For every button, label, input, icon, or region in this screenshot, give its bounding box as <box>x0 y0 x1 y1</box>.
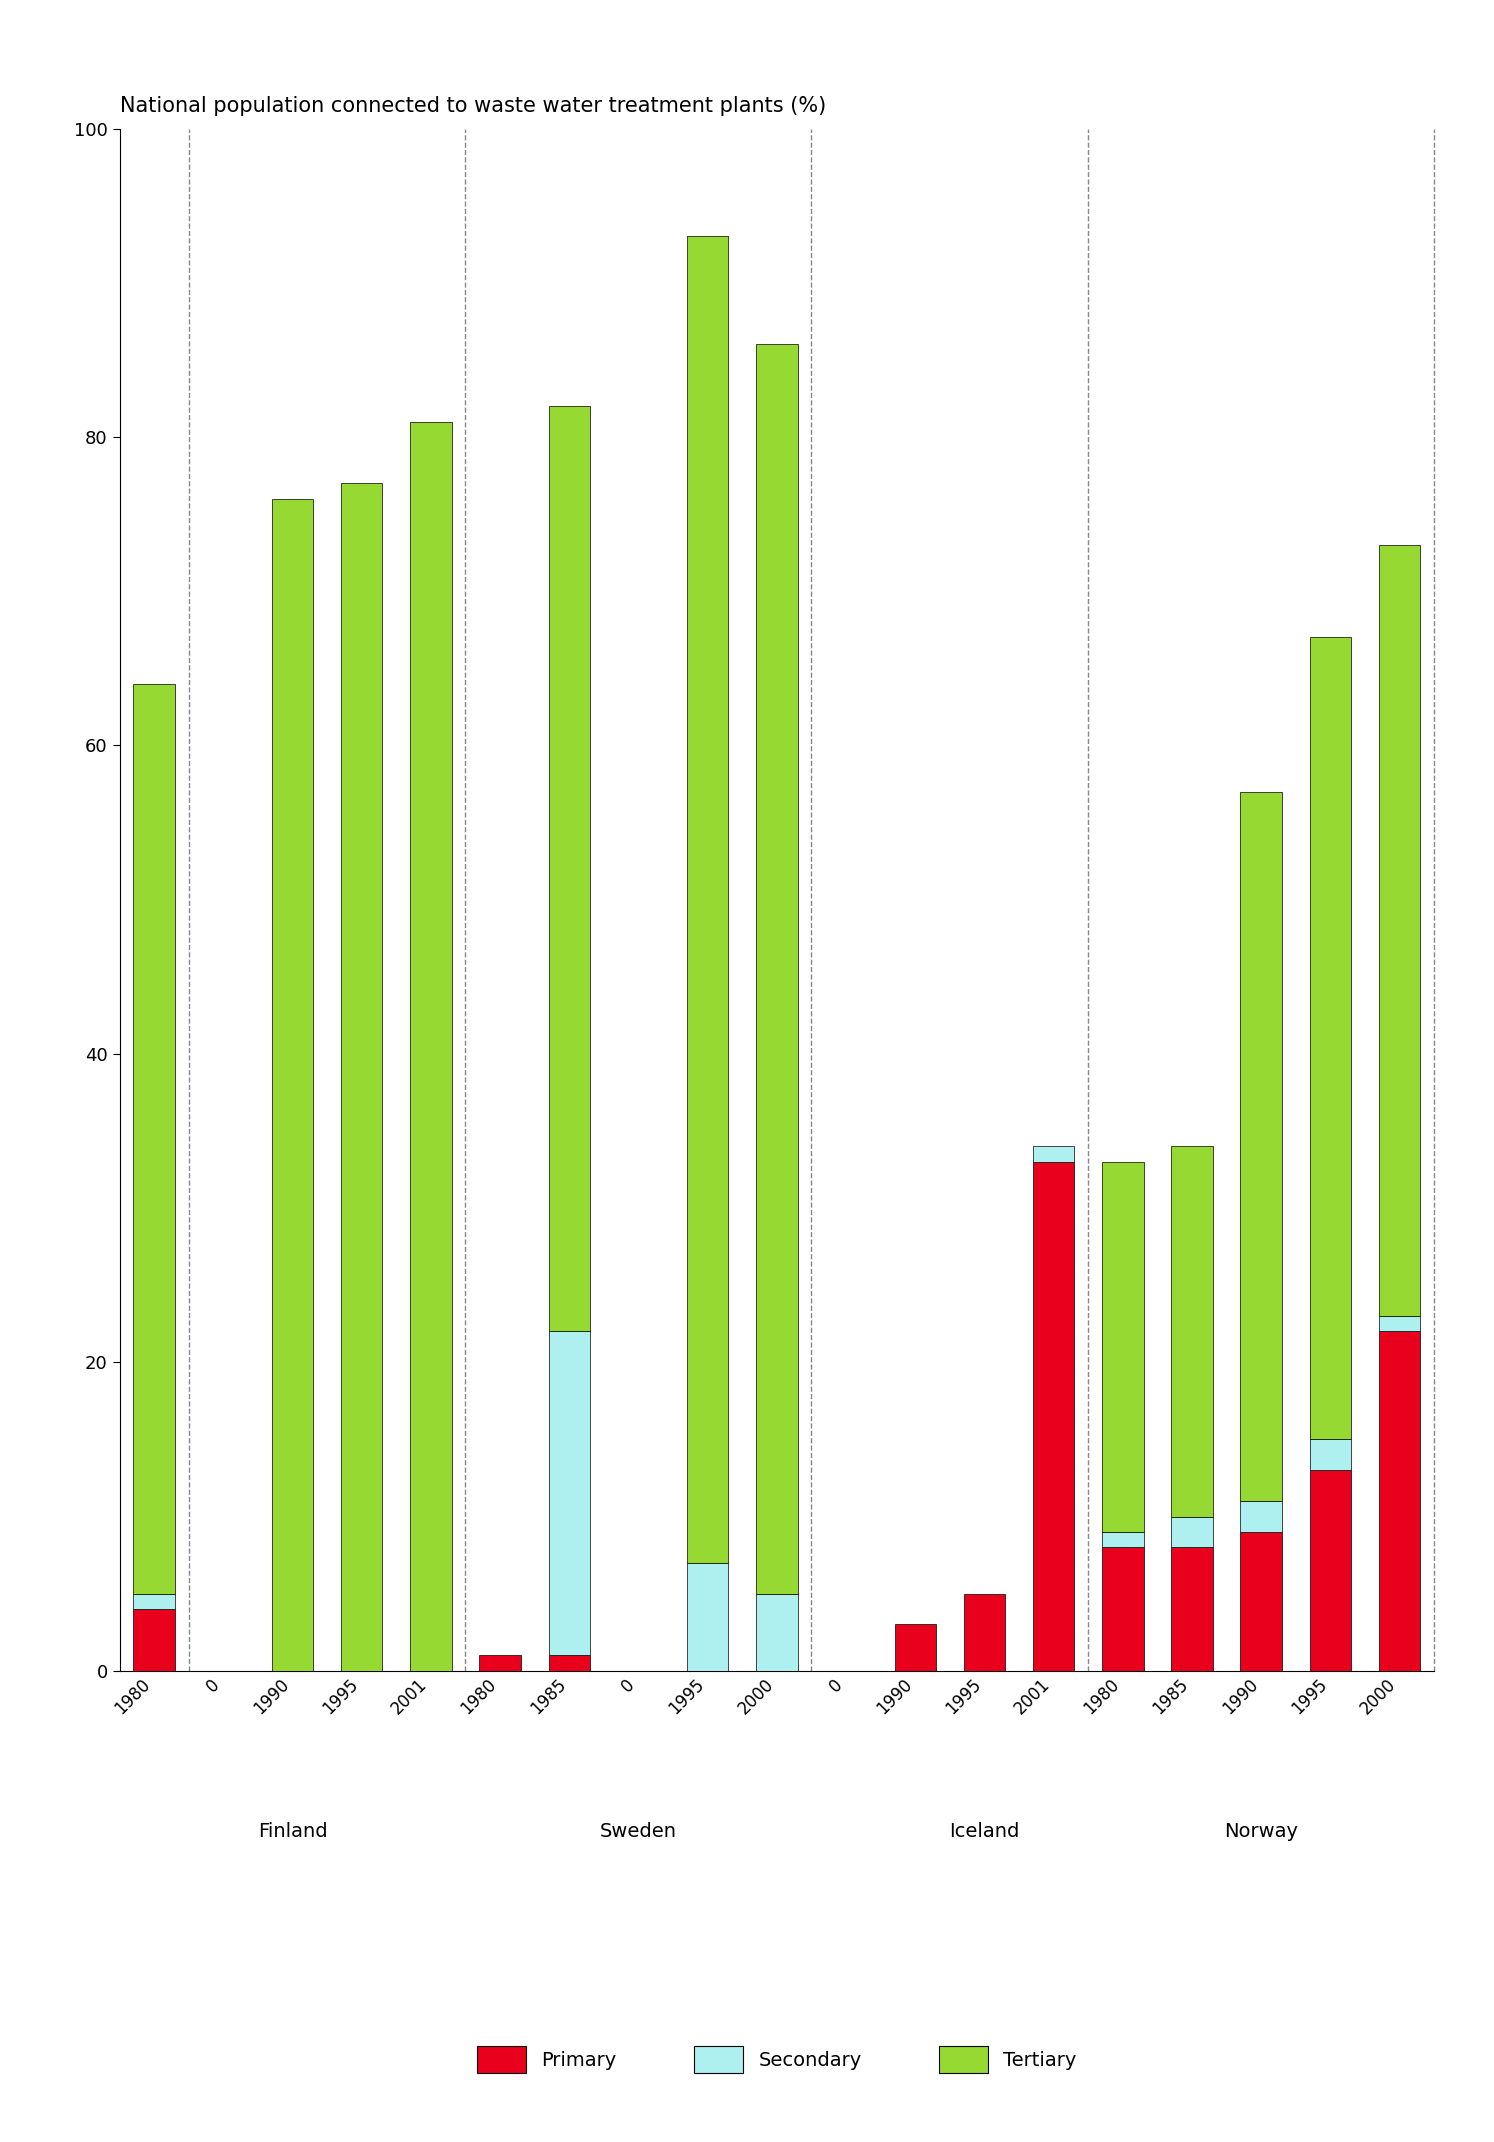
Bar <box>1240 1502 1282 1532</box>
Text: National population connected to waste water treatment plants (%): National population connected to waste w… <box>120 96 826 116</box>
Bar <box>756 1594 798 1671</box>
Bar <box>272 499 314 1671</box>
Bar <box>1032 1161 1074 1671</box>
Bar <box>964 1594 1005 1671</box>
Bar <box>1103 1532 1143 1547</box>
Legend: Primary, Secondary, Tertiary: Primary, Secondary, Tertiary <box>457 2026 1097 2093</box>
Bar <box>480 1656 521 1671</box>
Bar <box>1379 1332 1421 1671</box>
Bar <box>687 1564 729 1671</box>
Bar <box>1240 1532 1282 1671</box>
Bar <box>1379 544 1421 1315</box>
Text: Iceland: Iceland <box>949 1823 1019 1840</box>
Bar <box>548 1332 590 1656</box>
Bar <box>133 683 175 1594</box>
Bar <box>756 345 798 1594</box>
Bar <box>1310 638 1351 1439</box>
Bar <box>1171 1547 1213 1671</box>
Bar <box>895 1624 937 1671</box>
Bar <box>411 422 451 1671</box>
Bar <box>1171 1146 1213 1517</box>
Bar <box>1379 1315 1421 1332</box>
Text: Finland: Finland <box>257 1823 327 1840</box>
Bar <box>341 484 382 1671</box>
Bar <box>1310 1439 1351 1469</box>
Bar <box>687 236 729 1564</box>
Bar <box>133 1594 175 1609</box>
Bar <box>1032 1146 1074 1161</box>
Bar <box>1103 1161 1143 1532</box>
Text: Sweden: Sweden <box>601 1823 677 1840</box>
Bar <box>1103 1547 1143 1671</box>
Bar <box>133 1609 175 1671</box>
Bar <box>548 1656 590 1671</box>
Text: Norway: Norway <box>1224 1823 1298 1840</box>
Bar <box>1310 1469 1351 1671</box>
Bar <box>548 407 590 1332</box>
Bar <box>1240 793 1282 1502</box>
Bar <box>1171 1517 1213 1547</box>
